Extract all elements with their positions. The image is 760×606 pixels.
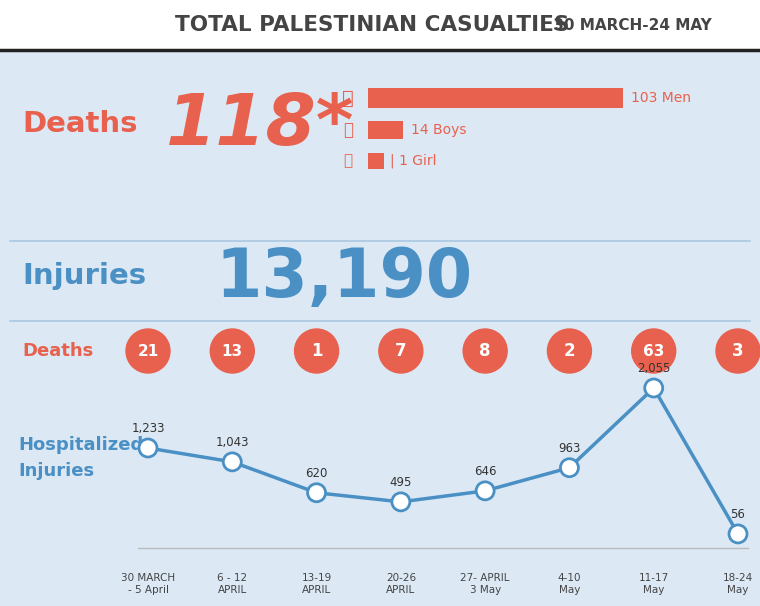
Text: 963: 963 xyxy=(559,442,581,454)
Text: 56: 56 xyxy=(730,508,746,521)
Circle shape xyxy=(295,329,338,373)
Circle shape xyxy=(126,329,170,373)
FancyBboxPatch shape xyxy=(368,88,623,108)
Text: 118*: 118* xyxy=(166,92,354,161)
Circle shape xyxy=(632,329,676,373)
Text: 8: 8 xyxy=(480,342,491,360)
FancyBboxPatch shape xyxy=(0,0,760,50)
Text: 7: 7 xyxy=(395,342,407,360)
Text: 4-10
May: 4-10 May xyxy=(558,573,581,595)
Circle shape xyxy=(223,453,241,471)
Text: Hospitalized
Injuries: Hospitalized Injuries xyxy=(18,436,143,479)
Circle shape xyxy=(729,525,747,543)
Circle shape xyxy=(477,482,494,500)
Circle shape xyxy=(308,484,325,502)
Text: 👤: 👤 xyxy=(342,88,354,107)
Text: 63: 63 xyxy=(643,344,664,359)
Text: | 1 Girl: | 1 Girl xyxy=(390,154,436,168)
Text: Injuries: Injuries xyxy=(22,262,146,290)
Text: 30 MARCH
- 5 April: 30 MARCH - 5 April xyxy=(121,573,175,595)
Circle shape xyxy=(547,329,591,373)
Text: 18-24
May: 18-24 May xyxy=(723,573,753,595)
Text: 👤: 👤 xyxy=(344,153,353,168)
Text: 3: 3 xyxy=(732,342,744,360)
Text: 21: 21 xyxy=(138,344,159,359)
Circle shape xyxy=(560,459,578,477)
Circle shape xyxy=(378,329,423,373)
Text: 1: 1 xyxy=(311,342,322,360)
Circle shape xyxy=(716,329,760,373)
FancyBboxPatch shape xyxy=(368,121,403,139)
Text: 👤: 👤 xyxy=(343,121,353,139)
Text: 14 Boys: 14 Boys xyxy=(410,123,466,137)
Text: 13-19
APRIL: 13-19 APRIL xyxy=(302,573,331,595)
Circle shape xyxy=(644,379,663,397)
Text: 20-26
APRIL: 20-26 APRIL xyxy=(386,573,416,595)
Text: TOTAL PALESTINIAN CASUALTIES: TOTAL PALESTINIAN CASUALTIES xyxy=(175,15,569,35)
Circle shape xyxy=(211,329,255,373)
Text: 620: 620 xyxy=(306,467,328,480)
FancyBboxPatch shape xyxy=(368,153,384,169)
Text: 1,043: 1,043 xyxy=(216,436,249,449)
Circle shape xyxy=(392,493,410,511)
Text: 646: 646 xyxy=(474,465,496,478)
Text: Deaths: Deaths xyxy=(22,342,93,360)
Circle shape xyxy=(139,439,157,457)
Text: 30 MARCH-24 MAY: 30 MARCH-24 MAY xyxy=(548,18,712,33)
Text: 495: 495 xyxy=(390,476,412,489)
Text: 2,055: 2,055 xyxy=(637,362,670,375)
Text: 11-17
May: 11-17 May xyxy=(638,573,669,595)
Text: 6 - 12
APRIL: 6 - 12 APRIL xyxy=(217,573,247,595)
Circle shape xyxy=(463,329,507,373)
Text: 27- APRIL
3 May: 27- APRIL 3 May xyxy=(461,573,510,595)
Text: 2: 2 xyxy=(564,342,575,360)
Text: 1,233: 1,233 xyxy=(131,422,165,435)
Text: 13: 13 xyxy=(222,344,243,359)
Text: 103 Men: 103 Men xyxy=(631,91,691,105)
Text: Deaths: Deaths xyxy=(22,110,138,138)
Text: 13,190: 13,190 xyxy=(215,245,472,311)
